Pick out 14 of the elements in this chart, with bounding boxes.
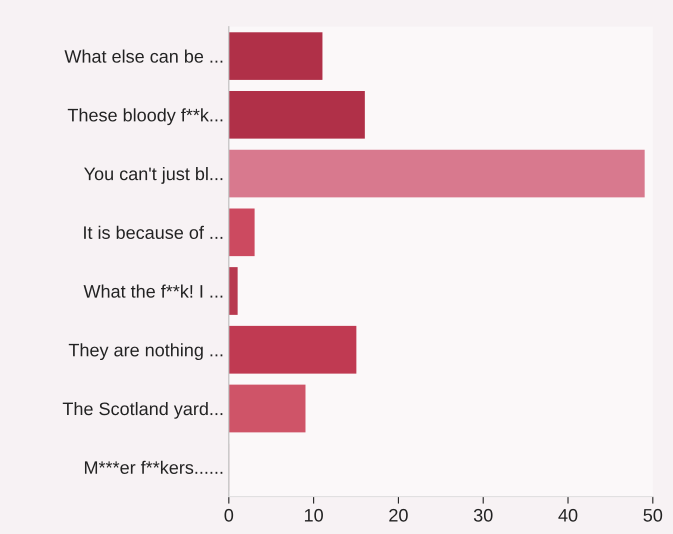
x-tick-label: 10	[304, 508, 323, 522]
y-tick-label: It is because of ...	[84, 226, 222, 240]
y-tick-label: M***er f**kers......	[84, 460, 222, 474]
x-tick-label: 40	[558, 508, 578, 522]
x-tick-label: 50	[643, 508, 662, 522]
x-tick-label: 30	[474, 508, 493, 522]
y-tick-label: You can't just bl...	[84, 167, 222, 184]
x-tick-label: 20	[389, 508, 408, 522]
y-tick-label: What the f**k! I ...	[84, 284, 222, 298]
y-tick-label: The Scotland yard...	[62, 402, 222, 419]
y-tick-label: These bloody f**k...	[68, 108, 222, 126]
x-tick-label: 0	[224, 508, 234, 522]
y-tick-label: They are nothing ...	[68, 343, 222, 360]
y-tick-label: What else can be ...	[64, 50, 222, 63]
